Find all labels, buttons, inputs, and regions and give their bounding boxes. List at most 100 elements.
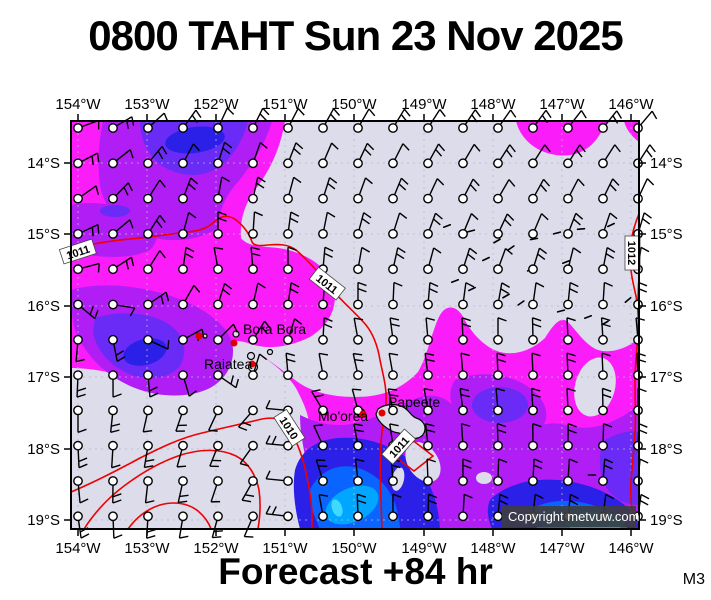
wind-barb-staff: [533, 213, 543, 231]
wind-barb-feather: [605, 493, 615, 500]
wind-barb-feather: [265, 505, 271, 515]
wind-barb-station: [178, 511, 188, 522]
wind-barb-station: [458, 334, 468, 345]
lon-label-bottom: 150°W: [331, 540, 377, 557]
wind-barb-feather: [504, 219, 512, 227]
rain-fill-layer: [71, 121, 639, 529]
atoll-mark: [607, 222, 615, 228]
wind-barb-station: [493, 511, 503, 522]
wind-barb-feather: [463, 493, 473, 499]
wind-barb-station: [143, 299, 153, 310]
wind-barb-feather: [143, 430, 153, 433]
wind-barb-station: [528, 158, 538, 169]
wind-barb-staff: [150, 112, 165, 126]
wind-barb-staff: [144, 484, 149, 503]
wind-barb-feather: [646, 178, 655, 186]
wind-barb-staff: [313, 425, 322, 443]
wind-barb-feather: [357, 499, 367, 504]
atoll-mark: [502, 293, 510, 299]
wind-barb-feather: [566, 317, 576, 322]
atoll-mark: [493, 238, 501, 244]
wind-barb-feather: [265, 435, 271, 444]
wind-barb-station: [528, 405, 538, 416]
wind-barb-feather: [569, 281, 579, 288]
wind-barb-station: [73, 334, 83, 345]
wind-barb-staff: [603, 247, 608, 266]
wind-barb-staff: [569, 178, 579, 196]
wind-barb-station: [213, 264, 223, 275]
wind-barb-feather: [259, 353, 268, 361]
wind-barb-station: [388, 334, 398, 345]
wind-barb-feather: [78, 463, 88, 469]
wind-barb-feather: [543, 178, 551, 187]
wind-barb-feather: [79, 498, 89, 504]
wind-barb-station: [248, 405, 258, 416]
wind-barb-feather: [286, 358, 296, 363]
wind-barb-feather: [602, 387, 612, 392]
wind-barb-station: [423, 264, 433, 275]
wind-barb-station: [213, 123, 223, 133]
wind-barb-staff: [75, 343, 79, 362]
wind-barb-feather: [467, 253, 476, 261]
wind-barb-station: [248, 158, 258, 169]
axis-layer: 154°W 154°W 153°W 153°W 152°W 152°W 151°W 151°W…: [27, 96, 682, 557]
wind-barb-staff: [499, 179, 510, 196]
wind-barb-feather: [129, 307, 136, 317]
wind-barb-feather: [535, 282, 545, 288]
wind-barb-feather: [506, 213, 515, 221]
wind-barb-staff: [184, 285, 195, 302]
wind-barb-staff: [566, 353, 569, 372]
wind-barb-staff: [534, 178, 545, 196]
wind-barb-feather: [214, 246, 224, 250]
wind-barb-feather: [319, 493, 329, 497]
wind-barb-feather: [436, 178, 445, 186]
wind-barb-station: [598, 264, 608, 275]
wind-barb-feather: [75, 358, 85, 363]
wind-barb-station: [598, 440, 608, 451]
wind-barb-feather: [616, 110, 623, 119]
lon-label-top: 151°W: [262, 96, 308, 113]
wind-barb-station: [248, 123, 258, 133]
wind-barb-feather: [533, 458, 543, 464]
wind-barb-station: [283, 264, 293, 275]
wind-barb-staff: [354, 459, 359, 478]
wind-barb-feather: [130, 257, 135, 267]
isobar-inner-arc1: [83, 449, 261, 529]
wind-barb-station: [248, 228, 258, 239]
wind-barb-staff: [394, 108, 406, 125]
wind-barb-feather: [323, 323, 333, 329]
wind-barb-feather: [651, 110, 658, 120]
wind-barb-feather: [643, 212, 652, 219]
wind-barb-station: [388, 476, 398, 486]
wind-barb-station: [563, 370, 573, 380]
wind-barb-feather: [260, 325, 268, 334]
wind-barb-station: [73, 193, 83, 204]
wind-barb-feather: [159, 214, 166, 223]
wind-barb-feather: [179, 535, 189, 539]
wind-barb-feather: [179, 494, 189, 498]
wind-barb-staff: [497, 458, 500, 478]
wind-barb-staff: [288, 177, 295, 195]
wind-barb-feather: [188, 212, 197, 219]
wind-barb-staff: [499, 213, 508, 231]
wind-barb-feather: [577, 178, 585, 187]
wind-barb-staff: [253, 142, 261, 160]
wind-barb-feather: [77, 428, 87, 434]
wind-barb-feather: [635, 317, 645, 321]
wind-barb-station: [108, 476, 118, 486]
wind-barb-staff: [220, 323, 235, 338]
wind-barb-station: [598, 158, 608, 169]
wind-barb-feather: [469, 247, 478, 255]
wind-barb-feather: [606, 247, 616, 253]
wind-barb-feather: [645, 149, 653, 158]
wind-barb-feather: [285, 352, 296, 357]
wind-barb-staff: [109, 414, 114, 433]
wind-barb-feather: [603, 423, 613, 428]
wind-barb-feather: [353, 352, 363, 356]
lat-label-right: 17°S: [650, 369, 683, 386]
wind-barb-station: [108, 370, 118, 380]
wind-barb-feather: [461, 317, 471, 322]
wind-barb-staff: [567, 458, 571, 478]
wind-barb-station: [528, 440, 538, 451]
atoll-mark: [529, 237, 539, 241]
